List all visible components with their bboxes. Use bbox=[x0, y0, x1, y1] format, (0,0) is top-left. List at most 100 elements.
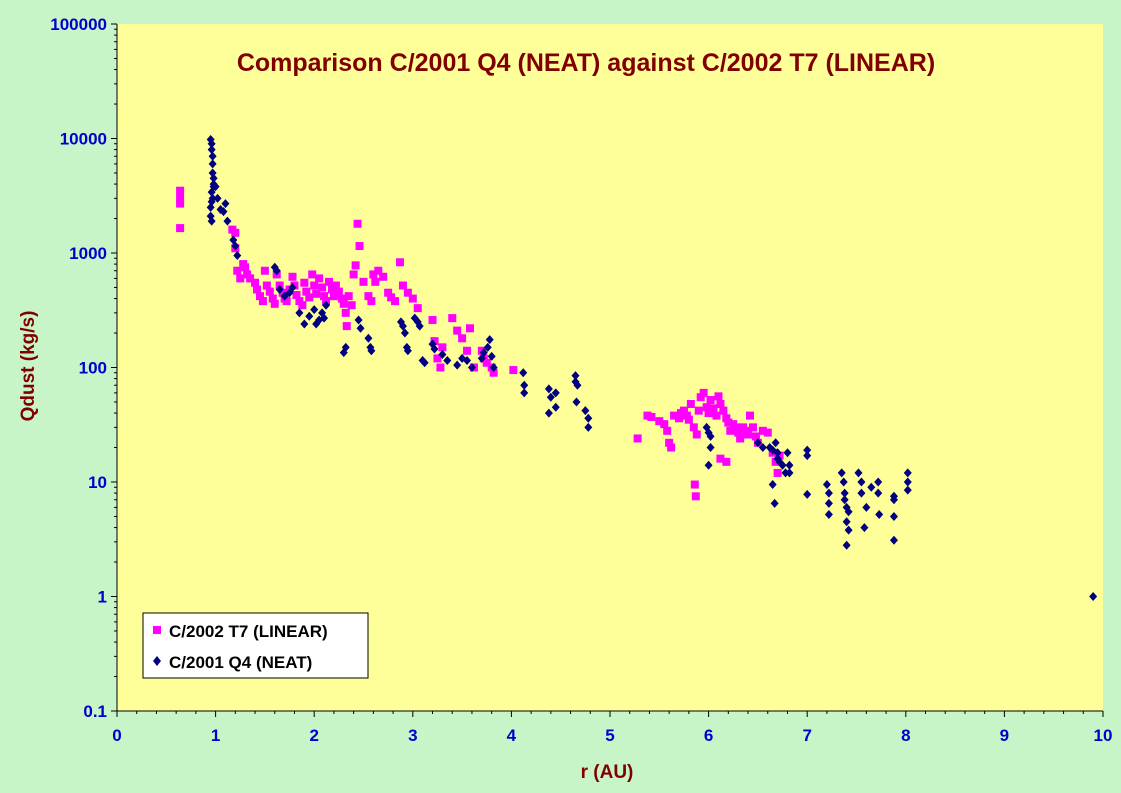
neat-point bbox=[544, 384, 553, 394]
neat-point bbox=[875, 510, 884, 520]
linear-point bbox=[489, 368, 498, 377]
neat-point bbox=[300, 319, 309, 329]
linear-point bbox=[241, 263, 250, 272]
linear-point bbox=[364, 292, 373, 301]
neat-point bbox=[420, 358, 429, 368]
neat-point bbox=[221, 199, 230, 209]
neat-point bbox=[485, 335, 494, 345]
linear-point bbox=[329, 292, 338, 301]
y-tick-label: 100 bbox=[79, 359, 107, 378]
neat-point bbox=[572, 397, 581, 407]
neat-point bbox=[546, 392, 555, 402]
linear-point bbox=[344, 292, 353, 301]
linear-point bbox=[689, 423, 698, 432]
marks-layer bbox=[176, 135, 1098, 601]
linear-point bbox=[465, 324, 474, 333]
neat-point bbox=[771, 438, 780, 448]
linear-point bbox=[236, 274, 245, 283]
linear-point bbox=[773, 468, 782, 477]
neat-point bbox=[842, 540, 851, 550]
neat-point bbox=[305, 311, 314, 321]
linear-point bbox=[384, 288, 393, 297]
linear-point bbox=[633, 434, 642, 443]
neat-point bbox=[231, 241, 240, 251]
linear-point bbox=[716, 399, 725, 408]
linear-point bbox=[262, 281, 271, 290]
neat-point bbox=[571, 371, 580, 381]
neat-point bbox=[551, 388, 560, 398]
neat-point bbox=[438, 349, 447, 359]
x-tick-label: 1 bbox=[211, 726, 220, 745]
y-tick-label: 1 bbox=[98, 588, 107, 607]
neat-point bbox=[581, 406, 590, 416]
linear-point bbox=[748, 423, 757, 432]
linear-point bbox=[282, 297, 291, 306]
neat-point bbox=[857, 488, 866, 498]
neat-point bbox=[310, 305, 319, 315]
x-tick-label: 2 bbox=[309, 726, 318, 745]
linear-point bbox=[359, 277, 368, 286]
neat-point bbox=[207, 216, 216, 226]
x-tick-label: 8 bbox=[901, 726, 910, 745]
neat-point bbox=[223, 216, 232, 226]
legend-label-neat: C/2001 Q4 (NEAT) bbox=[169, 653, 312, 672]
linear-point bbox=[176, 224, 185, 233]
linear-point bbox=[379, 272, 388, 281]
neat-point bbox=[840, 495, 849, 505]
linear-point bbox=[320, 292, 329, 301]
linear-point bbox=[684, 415, 693, 424]
neat-point bbox=[706, 431, 715, 441]
linear-point bbox=[453, 326, 462, 335]
linear-point bbox=[775, 451, 784, 460]
linear-point bbox=[458, 334, 467, 343]
neat-point bbox=[275, 284, 284, 294]
linear-point bbox=[694, 406, 703, 415]
linear-point bbox=[691, 492, 700, 501]
neat-point bbox=[398, 321, 407, 331]
neat-point bbox=[824, 510, 833, 520]
linear-point bbox=[647, 412, 656, 421]
legend: C/2002 T7 (LINEAR) C/2001 Q4 (NEAT) bbox=[142, 612, 369, 679]
linear-point bbox=[371, 277, 380, 286]
neat-point bbox=[704, 460, 713, 470]
linear-point bbox=[675, 414, 684, 423]
neat-point bbox=[208, 151, 217, 161]
neat-point bbox=[753, 438, 762, 448]
neat-point bbox=[272, 266, 281, 276]
linear-point bbox=[302, 287, 311, 296]
neat-point bbox=[860, 523, 869, 533]
neat-point bbox=[206, 202, 215, 212]
linear-point bbox=[712, 411, 721, 420]
neat-point bbox=[479, 348, 488, 358]
neat-point bbox=[842, 517, 851, 527]
linear-point bbox=[324, 277, 333, 286]
linear-point bbox=[679, 406, 688, 415]
legend-box bbox=[142, 612, 369, 679]
neat-point bbox=[783, 448, 792, 458]
neat-point bbox=[207, 145, 216, 155]
linear-point bbox=[337, 294, 346, 303]
neat-point bbox=[209, 173, 218, 183]
neat-point bbox=[822, 480, 831, 490]
neat-point bbox=[840, 488, 849, 498]
neat-point bbox=[403, 346, 412, 356]
linear-point bbox=[706, 396, 715, 405]
linear-point bbox=[233, 266, 242, 275]
linear-point bbox=[265, 287, 274, 296]
linear-point bbox=[374, 266, 383, 275]
neat-point bbox=[1089, 592, 1098, 601]
neat-point bbox=[857, 477, 866, 487]
linear-point bbox=[686, 399, 695, 408]
neat-point bbox=[785, 468, 794, 478]
linear-point bbox=[403, 288, 412, 297]
neat-point bbox=[213, 193, 222, 203]
linear-point bbox=[176, 186, 185, 195]
x-tick-label: 3 bbox=[408, 726, 417, 745]
neat-point bbox=[758, 443, 767, 453]
linear-point bbox=[433, 354, 442, 363]
linear-point bbox=[310, 281, 319, 290]
linear-point bbox=[295, 297, 304, 306]
neat-point bbox=[489, 363, 498, 372]
linear-point bbox=[438, 343, 447, 352]
neat-point bbox=[862, 502, 871, 512]
